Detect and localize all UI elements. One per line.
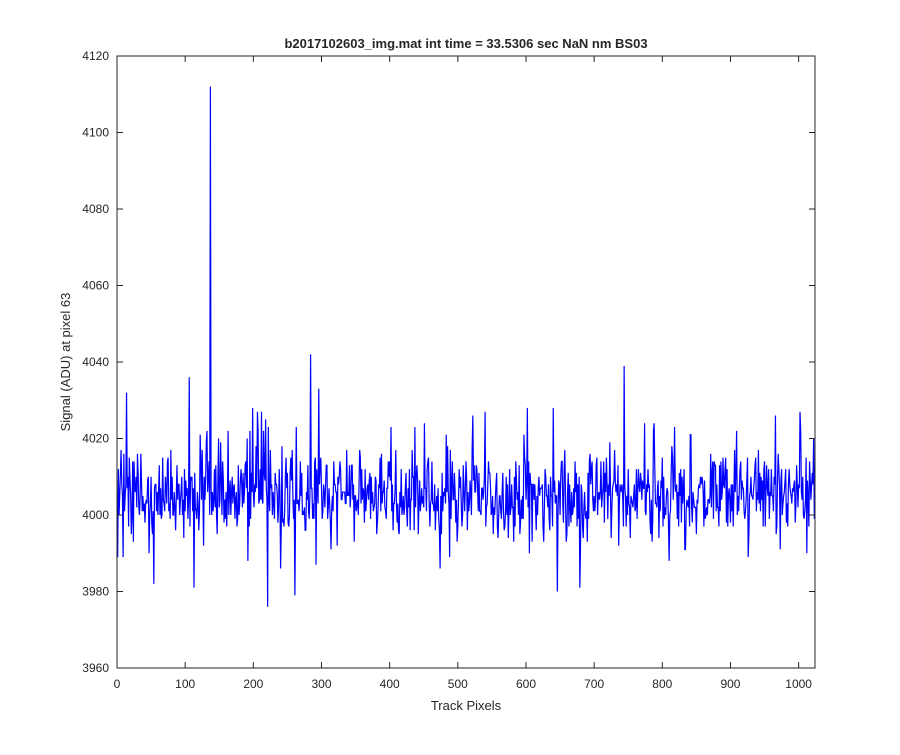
x-tick-label: 400	[380, 677, 400, 691]
x-tick-label: 100	[175, 677, 195, 691]
x-tick-label: 300	[311, 677, 331, 691]
chart-title: b2017102603_img.mat int time = 33.5306 s…	[284, 36, 647, 51]
x-tick-label: 900	[720, 677, 740, 691]
y-tick-label: 4080	[82, 202, 109, 216]
x-tick-label: 600	[516, 677, 536, 691]
plot-background	[117, 56, 815, 668]
y-tick-label: 4100	[82, 126, 109, 140]
y-tick-label: 3980	[82, 585, 109, 599]
y-tick-label: 4020	[82, 432, 109, 446]
signal-series-line	[117, 86, 816, 607]
y-tick-label: 4040	[82, 355, 109, 369]
x-tick-label: 700	[584, 677, 604, 691]
y-axis-ticks: 3960 3980 4000 4020 4040 4060 4080 4100 4120	[82, 49, 815, 675]
y-tick-label: 3960	[82, 661, 109, 675]
x-axis-label: Track Pixels	[431, 698, 502, 713]
y-tick-label: 4060	[82, 279, 109, 293]
x-tick-label: 800	[652, 677, 672, 691]
x-tick-label: 200	[243, 677, 263, 691]
x-tick-label: 1000	[785, 677, 812, 691]
x-tick-label: 0	[114, 677, 121, 691]
y-axis-label: Signal (ADU) at pixel 63	[58, 293, 73, 432]
data-layer	[117, 86, 816, 607]
y-tick-label: 4000	[82, 508, 109, 522]
x-axis-ticks: 0 100 200 300 400 500 600 700 800 900 1000	[114, 56, 812, 691]
y-tick-label: 4120	[82, 49, 109, 63]
x-tick-label: 500	[448, 677, 468, 691]
